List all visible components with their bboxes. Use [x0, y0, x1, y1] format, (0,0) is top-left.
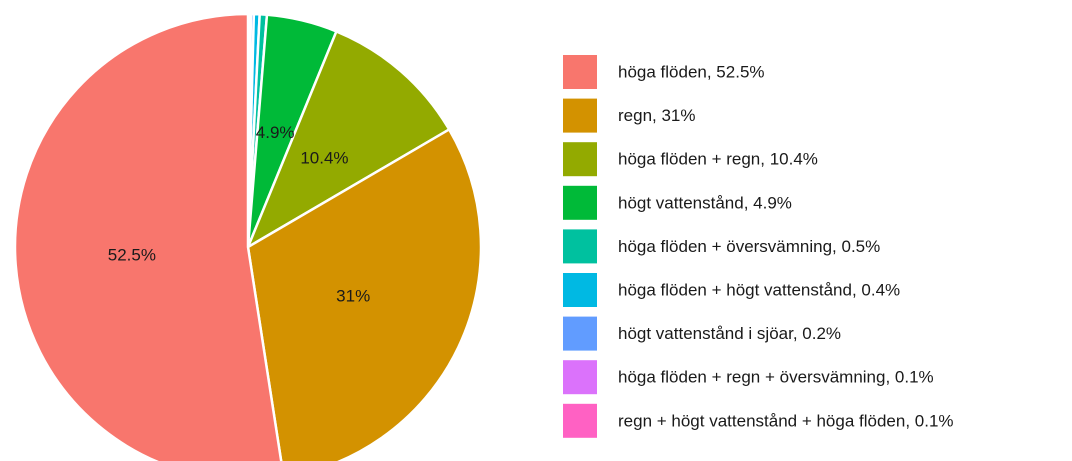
data-label: 4.9%	[256, 123, 295, 142]
legend-swatch	[563, 316, 597, 351]
legend-label: höga flöden + regn + översvämning, 0.1%	[618, 368, 934, 387]
legend-swatch	[563, 98, 597, 133]
legend-swatch	[563, 142, 597, 177]
legend-swatch	[563, 185, 597, 220]
legend-swatch	[563, 273, 597, 307]
legend-swatch	[563, 229, 597, 264]
legend-label: regn + högt vattenstånd + höga flöden, 0…	[618, 411, 954, 430]
legend-swatch	[563, 403, 597, 438]
legend-label: höga flöden + högt vattenstånd, 0.4%	[618, 280, 900, 299]
legend-label: högt vattenstånd i sjöar, 0.2%	[618, 324, 841, 343]
legend-label: höga flöden, 52.5%	[618, 62, 765, 81]
legend-swatch	[563, 360, 597, 395]
data-label: 31%	[336, 287, 370, 306]
data-label: 10.4%	[300, 149, 348, 168]
legend-label: höga flöden + översvämning, 0.5%	[618, 237, 880, 256]
pie-slice	[13, 12, 283, 461]
legend-label: högt vattenstånd, 4.9%	[618, 193, 792, 212]
data-label: 52.5%	[108, 245, 156, 264]
pie-slice	[245, 29, 451, 250]
legend-label: höga flöden + regn, 10.4%	[618, 150, 818, 169]
legend-swatch	[563, 55, 597, 89]
legend-label: regn, 31%	[618, 106, 696, 125]
